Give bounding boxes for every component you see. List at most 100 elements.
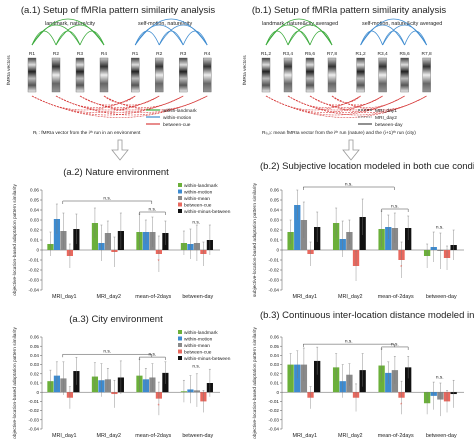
run-label: R1,2	[356, 51, 366, 57]
within-arc	[134, 18, 208, 46]
run-label: R3,4	[283, 51, 293, 57]
legend-swatch	[178, 209, 182, 213]
y-tick-label: -0.03	[29, 417, 40, 422]
within-arc	[287, 24, 333, 46]
run-label: R2	[53, 51, 59, 57]
x-tick-label: MRI_day2	[338, 294, 363, 300]
down-arrow-icon	[111, 139, 129, 161]
y-tick-label: 0.05	[30, 344, 39, 349]
chart-a2-nature: (a.2) Nature environment 0.06 0.05 0.04 0.0…	[12, 167, 231, 300]
legend-swatch	[178, 196, 182, 200]
y-axis-label: subjective-location-based adaptation pat…	[252, 182, 258, 297]
legend-swatch	[178, 343, 182, 347]
within-arc	[134, 30, 160, 46]
between-arc	[103, 95, 208, 111]
panel-b1-group-left: landmark, nature&city averaged	[262, 21, 338, 27]
ns-label: n.s.	[345, 340, 353, 345]
run-label: R4	[101, 51, 107, 57]
y-tick-label: 0	[36, 248, 39, 253]
run-vector	[261, 57, 271, 93]
significance-star: *	[400, 403, 403, 409]
within-arc	[382, 24, 427, 46]
within-arc	[158, 30, 184, 46]
panel-a1-legend-3: between-cue	[163, 122, 191, 128]
run-vector	[400, 57, 409, 93]
between-arc	[103, 95, 136, 103]
y-tick-label: 0.06	[270, 188, 279, 193]
y-tick-label: 0.04	[270, 353, 279, 358]
y-tick-label: -0.02	[269, 408, 280, 413]
y-tick-label: 0.06	[30, 335, 39, 340]
ns-label: n.s.	[192, 365, 200, 370]
legend-label: between-cue	[184, 349, 212, 355]
panel-b1-legend-2: MRI_day2	[375, 115, 397, 121]
y-tick-label: 0.02	[270, 371, 279, 376]
x-tick-label: MRI_day1	[292, 433, 317, 439]
run-vector	[154, 57, 164, 93]
y-axis-label: objective-location-based adaptation patt…	[252, 327, 258, 439]
significance-bracket	[381, 208, 409, 212]
legend-label: within-mean	[184, 196, 210, 202]
legend-label: between-cue	[184, 202, 212, 208]
run-vector	[130, 57, 140, 93]
panel-a1-group-left: landmark, nature/city	[45, 21, 95, 27]
x-tick-label: mean-of-2days	[135, 294, 171, 300]
y-tick-label: -0.04	[29, 427, 40, 432]
x-tick-label: mean-of-2days	[135, 433, 171, 439]
legend-label: within-minus-between	[184, 209, 231, 215]
significance-bracket	[62, 353, 153, 358]
y-tick-label: 0	[36, 390, 39, 395]
chart-title: (b.2) Subjective location modeled in bot…	[260, 161, 474, 172]
panel-a1-title: (a.1) Setup of fMRIa pattern similarity …	[21, 5, 216, 16]
y-tick-label: 0.01	[30, 238, 39, 243]
significance-bracket	[381, 346, 409, 350]
run-vector	[305, 57, 315, 93]
legend-swatch	[178, 330, 182, 334]
y-tick-label: 0.03	[270, 218, 279, 223]
run-label: R4	[204, 51, 210, 57]
significance-star: *	[158, 259, 161, 265]
significance-star: *	[158, 404, 161, 410]
within-arc	[31, 30, 57, 46]
y-tick-label: -0.04	[269, 288, 280, 293]
down-arrow-icon	[342, 139, 360, 161]
ns-label: n.s.	[149, 353, 157, 358]
x-tick-label: between-day	[182, 294, 213, 300]
y-tick-label: 0.06	[30, 188, 39, 193]
between-arc	[265, 95, 427, 118]
ns-label: n.s.	[103, 350, 111, 355]
panel-b1-arcs	[265, 18, 427, 118]
panel-b1-legend-1: MRI_day1	[375, 108, 397, 114]
ns-label: n.s.	[436, 226, 444, 231]
run-vector	[51, 57, 61, 93]
within-arc	[55, 24, 105, 46]
y-tick-label: -0.02	[29, 268, 40, 273]
ns-label: n.s.	[149, 208, 157, 213]
significance-bracket	[303, 343, 395, 348]
x-tick-label: between-day	[182, 433, 213, 439]
y-tick-label: 0.05	[30, 198, 39, 203]
between-arc	[79, 95, 208, 113]
panel-b1-caption: R₍ᵢ,ⱼ₎: mean fMRIa vector from the iᵗʰ r…	[262, 130, 416, 136]
panel-a1-caption: Rᵢ : fMRIa vector from the iᵗʰ run in an…	[33, 130, 141, 136]
between-arc	[331, 95, 427, 111]
run-label: R3	[180, 51, 186, 57]
bar-within-minus-between	[405, 367, 412, 393]
x-tick-label: MRI_day2	[96, 433, 121, 439]
y-tick-label: 0.04	[30, 353, 39, 358]
panel-b1-side-label: fMRIa vectors	[242, 55, 248, 85]
legend-label: within-minus-between	[184, 356, 231, 362]
y-tick-label: 0.01	[30, 381, 39, 386]
significance-bracket	[139, 356, 166, 361]
legend-label: within-landmark	[184, 330, 218, 336]
within-arc	[265, 18, 333, 46]
y-tick-label: -0.03	[29, 278, 40, 283]
y-tick-label: 0.03	[270, 362, 279, 367]
chart-title: (b.3) Continuous inter-location distance…	[260, 310, 474, 321]
run-label: R7,8	[422, 51, 432, 57]
y-tick-label: 0.04	[270, 208, 279, 213]
within-arc	[182, 30, 208, 46]
legend-swatch	[178, 356, 182, 360]
within-arc	[31, 18, 105, 46]
within-arc	[134, 24, 184, 46]
